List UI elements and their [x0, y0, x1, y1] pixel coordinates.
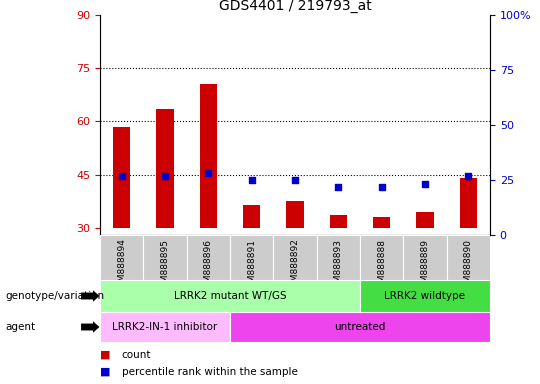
Point [161, 172, 170, 179]
Text: GSM888888: GSM888888 [377, 238, 386, 294]
Point [204, 170, 213, 177]
Bar [360, 235, 403, 280]
Bar [329, 215, 347, 228]
Bar [200, 84, 217, 228]
Text: count: count [122, 350, 151, 360]
Bar [286, 201, 303, 228]
Text: GSM888893: GSM888893 [334, 238, 343, 294]
Text: percentile rank within the sample: percentile rank within the sample [122, 367, 298, 377]
Text: LRRK2 mutant WT/GS: LRRK2 mutant WT/GS [174, 291, 286, 301]
Bar [100, 280, 360, 312]
Point [247, 177, 256, 183]
Text: GSM888891: GSM888891 [247, 238, 256, 294]
Bar [187, 235, 230, 280]
Bar [230, 235, 273, 280]
Text: untreated: untreated [334, 322, 386, 332]
Bar [230, 312, 490, 342]
Bar [243, 205, 260, 228]
Bar [316, 235, 360, 280]
Text: GSM888894: GSM888894 [117, 238, 126, 293]
Text: agent: agent [5, 322, 36, 332]
Bar [360, 280, 490, 312]
Text: LRRK2-IN-1 inhibitor: LRRK2-IN-1 inhibitor [112, 322, 218, 332]
Text: ■: ■ [100, 350, 114, 360]
Bar [416, 212, 434, 228]
Point [117, 172, 126, 179]
Text: GSM888896: GSM888896 [204, 238, 213, 294]
Bar [273, 235, 316, 280]
Bar [460, 178, 477, 228]
Bar [373, 217, 390, 228]
Point [291, 177, 299, 183]
Point [377, 184, 386, 190]
Point [421, 181, 429, 187]
Bar [100, 235, 143, 280]
Bar [403, 235, 447, 280]
Title: GDS4401 / 219793_at: GDS4401 / 219793_at [219, 0, 372, 13]
Text: genotype/variation: genotype/variation [5, 291, 105, 301]
Bar [113, 127, 130, 228]
Bar [143, 235, 187, 280]
Bar [157, 109, 174, 228]
Text: ■: ■ [100, 367, 114, 377]
Point [464, 172, 472, 179]
Text: GSM888892: GSM888892 [291, 238, 300, 293]
Text: GSM888889: GSM888889 [421, 238, 429, 294]
Point [334, 184, 343, 190]
Text: LRRK2 wildtype: LRRK2 wildtype [384, 291, 465, 301]
Bar [447, 235, 490, 280]
Text: GSM888895: GSM888895 [160, 238, 170, 294]
Bar [100, 312, 230, 342]
Text: GSM888890: GSM888890 [464, 238, 473, 294]
